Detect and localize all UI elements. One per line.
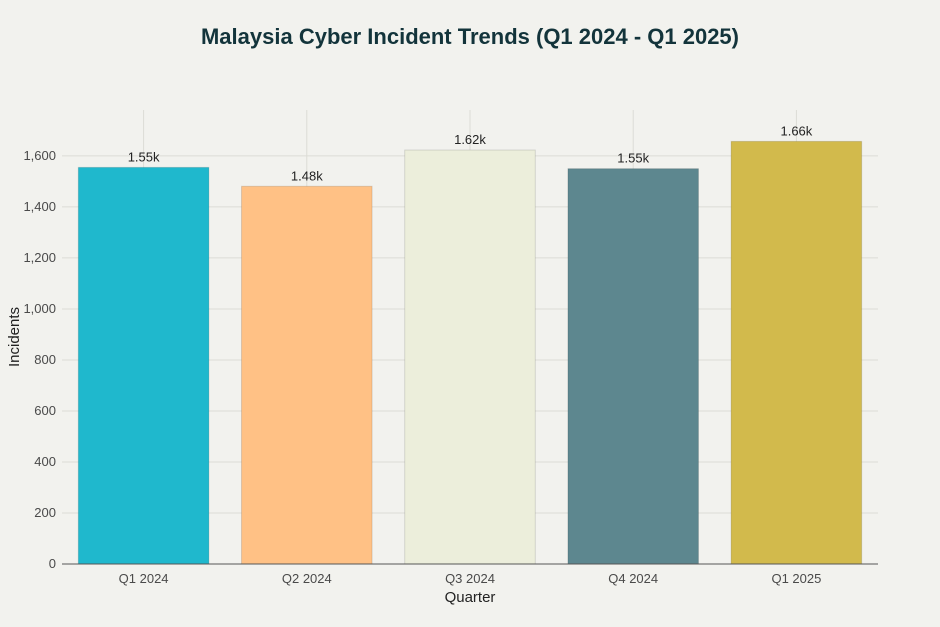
y-tick-label: 800 — [34, 352, 56, 367]
x-tick-label: Q1 2025 — [771, 571, 821, 586]
bar-data-label: 1.48k — [291, 168, 323, 183]
bar-q4-2024[interactable] — [567, 168, 699, 565]
bars — [77, 140, 863, 565]
y-axis-title: Incidents — [6, 307, 23, 367]
bar-q2-2024[interactable] — [241, 185, 373, 565]
x-tick-label: Q3 2024 — [445, 571, 495, 586]
bar-q3-2024[interactable] — [404, 149, 536, 565]
x-tick-label: Q2 2024 — [282, 571, 332, 586]
bar-data-label: 1.66k — [780, 123, 812, 138]
x-axis-title: Quarter — [445, 589, 496, 606]
x-tick-label: Q4 2024 — [608, 571, 658, 586]
bar-data-label: 1.62k — [454, 132, 486, 147]
bar-q1-2025[interactable] — [730, 140, 863, 565]
y-tick-label: 600 — [34, 403, 56, 418]
bar-data-label: 1.55k — [617, 151, 649, 166]
x-tick-label: Q1 2024 — [119, 571, 169, 586]
y-tick-label: 400 — [34, 454, 56, 469]
chart-title: Malaysia Cyber Incident Trends (Q1 2024 … — [200, 24, 739, 49]
labels: 0 200 400 600 800 1,000 1,200 1,400 1,600 1.55k Q1… — [6, 123, 821, 606]
y-tick-label: 1,000 — [23, 301, 56, 316]
y-tick-label: 1,200 — [23, 250, 56, 265]
bar-q1-2024[interactable] — [77, 166, 210, 565]
bar-data-label: 1.55k — [128, 149, 160, 164]
y-tick-label: 0 — [49, 556, 56, 571]
y-tick-label: 1,600 — [23, 148, 56, 163]
y-tick-label: 1,400 — [23, 199, 56, 214]
y-tick-label: 200 — [34, 505, 56, 520]
